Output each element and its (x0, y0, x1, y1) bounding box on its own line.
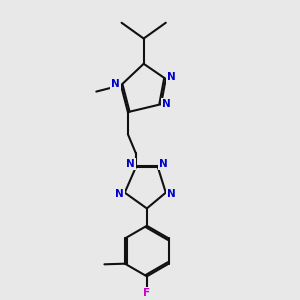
Text: N: N (115, 189, 124, 199)
Text: F: F (143, 288, 150, 298)
Text: N: N (126, 159, 135, 169)
Text: N: N (162, 99, 171, 109)
Text: N: N (159, 159, 168, 169)
Text: N: N (167, 72, 176, 82)
Text: N: N (111, 79, 120, 89)
Text: N: N (167, 189, 176, 199)
